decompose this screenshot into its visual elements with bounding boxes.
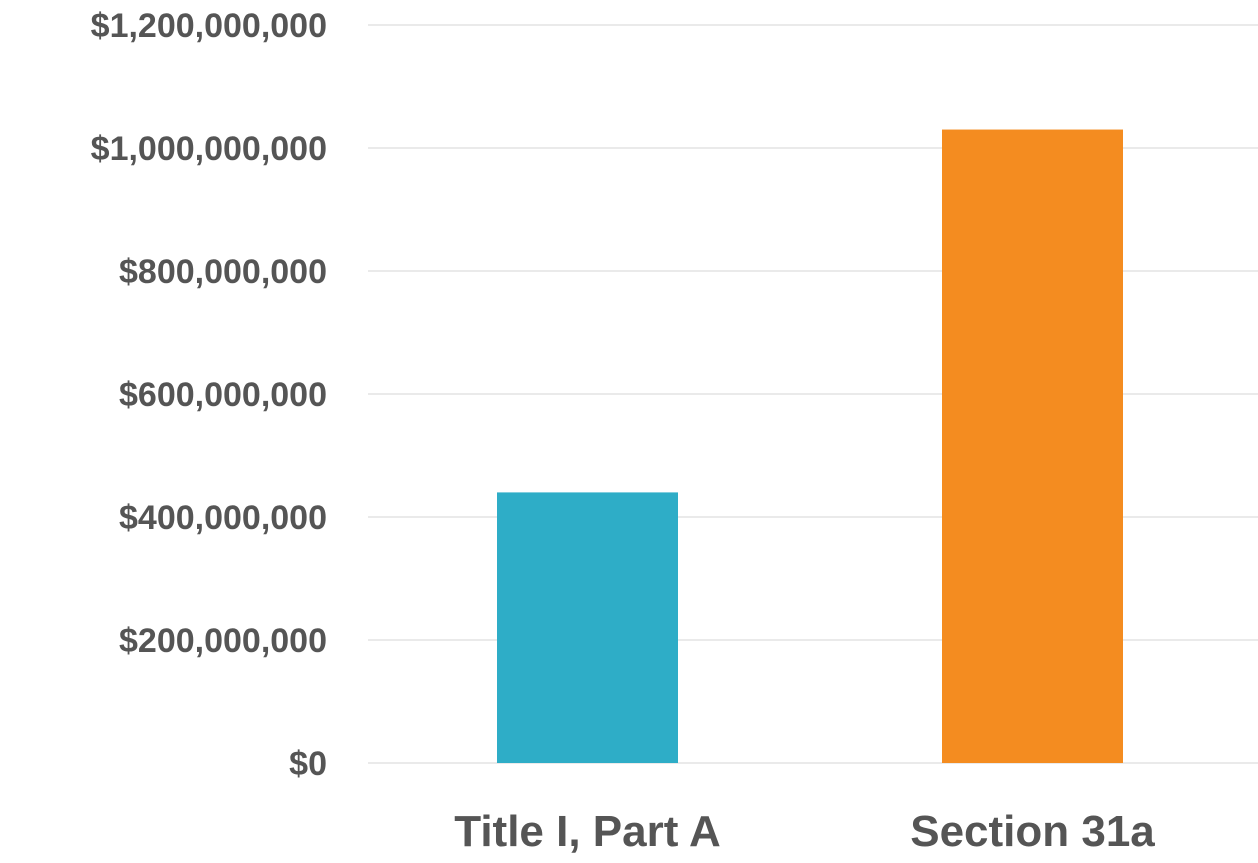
y-tick-label: $0: [289, 745, 327, 783]
y-tick-label: $200,000,000: [119, 622, 327, 660]
y-axis-tick-labels: $0 $200,000,000 $400,000,000 $600,000,000 $8…: [91, 7, 327, 783]
bars: [497, 129, 1123, 764]
bar-section-31a: [942, 129, 1123, 764]
x-axis-category-labels: Title I, Part A Section 31a: [454, 807, 1155, 856]
x-category-label: Title I, Part A: [454, 807, 721, 856]
y-tick-label: $400,000,000: [119, 499, 327, 537]
y-tick-label: $1,200,000,000: [91, 7, 327, 45]
y-tick-label: $600,000,000: [119, 376, 327, 414]
y-tick-label: $1,000,000,000: [91, 130, 327, 168]
bar-title-i-part-a: [497, 492, 678, 763]
x-category-label: Section 31a: [910, 807, 1155, 856]
y-tick-label: $800,000,000: [119, 253, 327, 291]
